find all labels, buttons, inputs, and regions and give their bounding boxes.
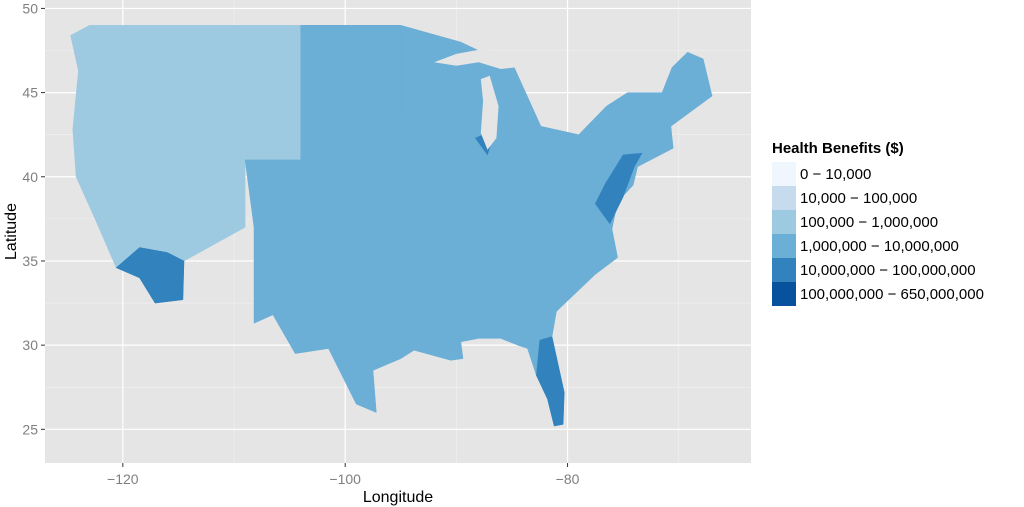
legend-item: 0 − 10,000 <box>772 162 1022 186</box>
lake-superior <box>434 48 517 69</box>
legend-swatch <box>772 234 796 258</box>
y-tick-label: 35 <box>22 253 38 269</box>
county-regions <box>70 24 713 427</box>
y-tick-label: 50 <box>22 0 38 16</box>
legend-item: 100,000,000 − 650,000,000 <box>772 282 1022 306</box>
water-bodies <box>434 48 517 150</box>
legend-swatch <box>772 282 796 306</box>
legend-label: 100,000,000 − 650,000,000 <box>800 285 984 303</box>
legend-swatch <box>772 210 796 234</box>
y-tick-label: 25 <box>22 421 38 437</box>
legend-label: 100,000 − 1,000,000 <box>800 213 939 231</box>
legend-label: 1,000,000 − 10,000,000 <box>800 237 959 255</box>
legend-rows: 0 − 10,000 10,000 − 100,000 100,000 − 1,00… <box>772 162 1022 306</box>
legend-title: Health Benefits ($) <box>772 140 904 157</box>
x-tick-label: −80 <box>556 471 580 487</box>
lake-michigan <box>480 75 499 150</box>
x-tick-label: −100 <box>329 471 361 487</box>
region-east <box>372 24 713 427</box>
legend-item: 100,000 − 1,000,000 <box>772 210 1022 234</box>
legend-label: 0 − 10,000 <box>800 165 872 183</box>
legend-swatch <box>772 162 796 186</box>
legend-label: 10,000 − 100,000 <box>800 189 918 207</box>
region-southern-california <box>115 247 185 304</box>
y-tick-label: 40 <box>22 169 38 185</box>
region-northeast-corridor <box>595 152 643 225</box>
legend-label: 10,000,000 − 100,000,000 <box>800 261 976 279</box>
y-tick-label: 45 <box>22 85 38 101</box>
axis-ticks <box>41 7 569 467</box>
region-florida <box>536 336 565 427</box>
tick-labels: −120 −100 −80 25 30 35 40 45 50 <box>22 0 579 487</box>
y-axis-title: Latitude <box>3 203 20 260</box>
legend-item: 10,000 − 100,000 <box>772 186 1022 210</box>
x-tick-label: −120 <box>107 471 139 487</box>
y-tick-label: 30 <box>22 337 38 353</box>
legend-item: 1,000,000 − 10,000,000 <box>772 234 1022 258</box>
legend-item: 10,000,000 − 100,000,000 <box>772 258 1022 282</box>
legend: Health Benefits ($) 0 − 10,000 10,000 − 1… <box>772 140 1022 306</box>
legend-swatch <box>772 186 796 210</box>
x-axis-title: Longitude <box>363 489 433 506</box>
legend-swatch <box>772 258 796 282</box>
